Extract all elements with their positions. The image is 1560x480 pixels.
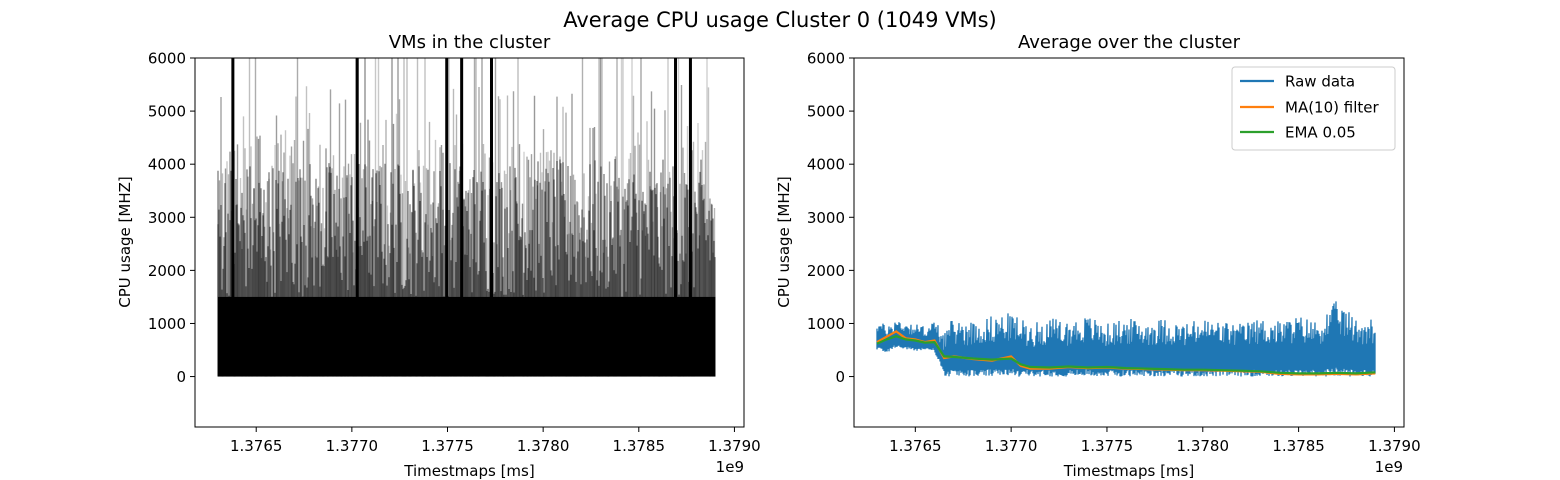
right-x-ticks: 1.3765 1.3770 1.3775 1.3780 1.3785 1.3790 (889, 427, 1421, 455)
right-x-tick-label: 1.3775 (1081, 437, 1134, 455)
legend-label-ema: EMA 0.05 (1285, 124, 1356, 142)
right-x-tick-label: 1.3785 (1272, 437, 1325, 455)
left-x-tick-label: 1.3785 (613, 437, 666, 455)
left-x-offset-label: 1e9 (716, 458, 744, 476)
right-y-tick-label: 2000 (807, 262, 845, 280)
right-y-tick-label: 1000 (807, 315, 845, 333)
series-ema-line (876, 335, 1376, 375)
right-x-tick-label: 1.3765 (889, 437, 942, 455)
right-x-tick-label: 1.3780 (1177, 437, 1230, 455)
left-x-tick-label: 1.3790 (708, 437, 761, 455)
right-x-tick-label: 1.3790 (1368, 437, 1421, 455)
vm-dense-fill (217, 296, 716, 377)
left-x-tick-label: 1.3770 (326, 437, 379, 455)
left-y-tick-label: 3000 (148, 209, 186, 227)
left-x-tick-label: 1.3775 (421, 437, 474, 455)
left-y-axis-label: CPU usage [MHZ] (116, 176, 134, 308)
right-y-ticks: 0 1000 2000 3000 4000 5000 6000 (807, 50, 854, 386)
left-x-tick-label: 1.3765 (230, 437, 283, 455)
right-panel-title: Average over the cluster (1018, 32, 1241, 53)
right-y-tick-label: 0 (835, 368, 845, 386)
left-panel: VMs in the cluster 1.3765 1.3770 1.3775 1.3… (116, 32, 761, 480)
left-axes-frame (194, 57, 745, 428)
left-y-tick-label: 5000 (148, 103, 186, 121)
legend: Raw data MA(10) filter EMA 0.05 (1231, 66, 1396, 151)
left-y-tick-label: 1000 (148, 315, 186, 333)
right-x-tick-label: 1.3770 (985, 437, 1038, 455)
left-x-ticks: 1.3765 1.3770 1.3775 1.3780 1.3785 1.3790 (230, 427, 761, 455)
legend-label-ma: MA(10) filter (1285, 99, 1379, 117)
legend-box (1231, 66, 1396, 151)
right-x-offset-label: 1e9 (1375, 458, 1403, 476)
legend-label-raw: Raw data (1285, 73, 1355, 91)
right-y-tick-label: 5000 (807, 103, 845, 121)
left-plot-area (217, 58, 716, 377)
right-y-tick-label: 4000 (807, 156, 845, 174)
right-y-tick-label: 6000 (807, 50, 845, 68)
left-y-tick-label: 2000 (148, 262, 186, 280)
left-y-tick-label: 4000 (148, 156, 186, 174)
left-y-tick-label: 6000 (148, 50, 186, 68)
left-y-ticks: 0 1000 2000 3000 4000 5000 6000 (148, 50, 195, 386)
left-x-axis-label: Timestmaps [ms] (403, 462, 534, 480)
left-panel-title: VMs in the cluster (389, 32, 551, 53)
right-panel: Average over the cluster 1.3765 1.3770 1.3… (775, 32, 1421, 480)
series-raw-line (876, 301, 1376, 377)
right-y-tick-label: 3000 (807, 209, 845, 227)
right-y-axis-label: CPU usage [MHZ] (775, 176, 793, 308)
left-y-tick-label: 0 (176, 368, 186, 386)
right-plot-area (876, 301, 1376, 377)
right-axes-frame (853, 57, 1405, 428)
left-x-tick-label: 1.3780 (517, 437, 570, 455)
right-x-axis-label: Timestmaps [ms] (1063, 462, 1194, 480)
figure-title: Average CPU usage Cluster 0 (1049 VMs) (563, 8, 997, 32)
